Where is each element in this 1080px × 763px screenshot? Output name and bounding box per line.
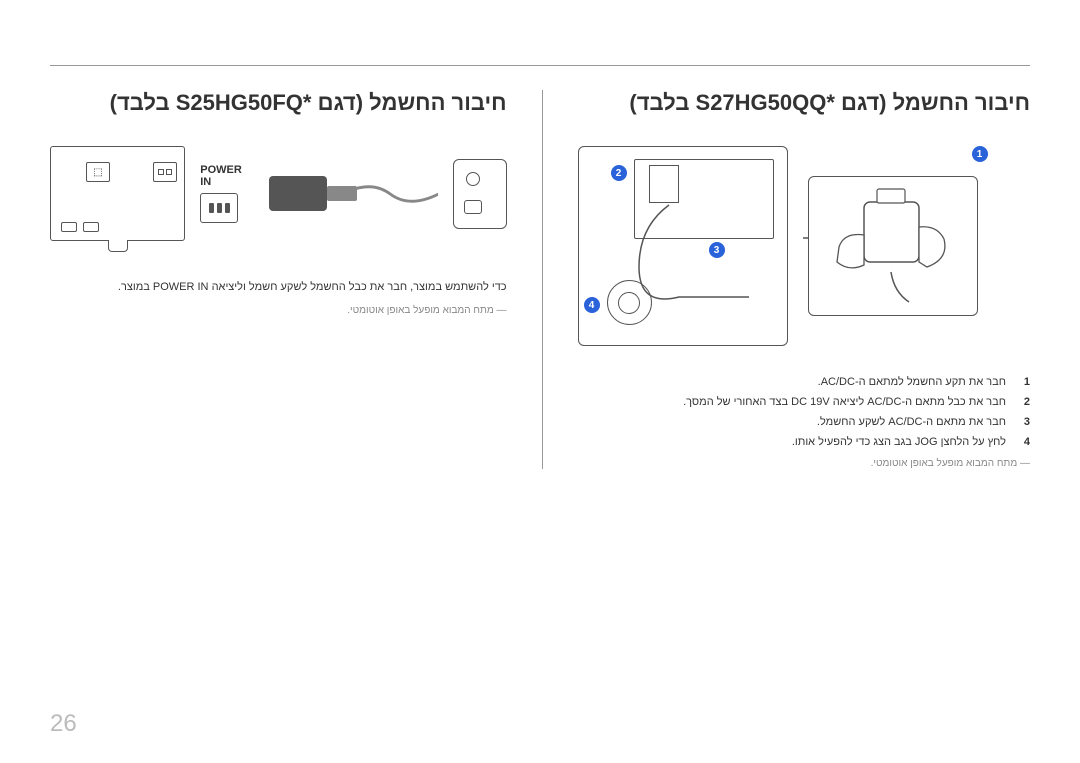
s27-title: חיבור החשמל (דגם *S27HG50QQ בלבד) bbox=[578, 90, 1030, 116]
stand-icon bbox=[108, 240, 128, 252]
s27-diagram: 2 3 4 1 bbox=[578, 146, 1030, 346]
page-number: 26 bbox=[50, 710, 77, 738]
step-item: 1חבר את תקע החשמל למתאם ה-AC/DC. bbox=[578, 376, 1030, 388]
port-icon bbox=[83, 222, 99, 232]
monitor-back-icon: ⬚ bbox=[50, 146, 185, 241]
power-plug-icon bbox=[269, 176, 327, 211]
s25-title: חיבור החשמל (דגם *S25HG50FQ בלבד) bbox=[50, 90, 507, 116]
s27-panel-right: 1 bbox=[798, 146, 988, 346]
cable-icon bbox=[342, 174, 439, 214]
column-divider bbox=[542, 90, 543, 469]
power-in-group: POWER IN bbox=[200, 164, 254, 223]
port-icon: ⬚ bbox=[86, 162, 110, 182]
step-item: 4לחץ על הלחצן JOG בגב הצג כדי להפעיל אות… bbox=[578, 436, 1030, 448]
wall-outlet-icon bbox=[453, 159, 506, 229]
column-s25: חיבור החשמל (דגם *S25HG50FQ בלבד) ⬚ POWE… bbox=[50, 90, 507, 469]
step-item: 3חבר את מתאם ה-AC/DC לשקע החשמל. bbox=[578, 416, 1030, 428]
step-text: חבר את תקע החשמל למתאם ה-AC/DC. bbox=[818, 376, 1006, 388]
hand-plug-icon bbox=[808, 176, 978, 316]
s27-footnote: ― מתח המבוא מופעל באופן אוטומטי. bbox=[578, 458, 1030, 469]
step-text: לחץ על הלחצן JOG בגב הצג כדי להפעיל אותו… bbox=[792, 436, 1006, 448]
step-item: 2חבר את כבל מתאם ה-AC/DC ליציאה DC 19V ב… bbox=[578, 396, 1030, 408]
step-text: חבר את כבל מתאם ה-AC/DC ליציאה DC 19V בצ… bbox=[683, 396, 1006, 408]
wall-socket-icon bbox=[607, 280, 652, 325]
s27-steps-list: 1חבר את תקע החשמל למתאם ה-AC/DC. 2חבר את… bbox=[578, 376, 1030, 448]
power-in-label: POWER IN bbox=[200, 164, 254, 188]
step-text: חבר את מתאם ה-AC/DC לשקע החשמל. bbox=[817, 416, 1006, 428]
callout-1: 1 bbox=[972, 146, 988, 162]
callout-4: 4 bbox=[584, 297, 600, 313]
port-icon bbox=[61, 222, 77, 232]
s25-footnote: ― מתח המבוא מופעל באופן אוטומטי. bbox=[50, 305, 507, 316]
port-icon bbox=[153, 162, 177, 182]
s25-diagram: ⬚ POWER IN bbox=[50, 146, 507, 241]
callout-2: 2 bbox=[611, 165, 627, 181]
s25-note: כדי להשתמש במוצר, חבר את כבל החשמל לשקע … bbox=[50, 281, 507, 293]
callout-3: 3 bbox=[709, 242, 725, 258]
top-rule bbox=[50, 65, 1030, 66]
s27-panel-left: 2 3 4 bbox=[578, 146, 788, 346]
power-socket-icon bbox=[200, 193, 238, 223]
two-column-layout: חיבור החשמל (דגם *S25HG50FQ בלבד) ⬚ POWE… bbox=[50, 90, 1030, 469]
column-s27: חיבור החשמל (דגם *S27HG50QQ בלבד) 2 3 4 … bbox=[578, 90, 1030, 469]
